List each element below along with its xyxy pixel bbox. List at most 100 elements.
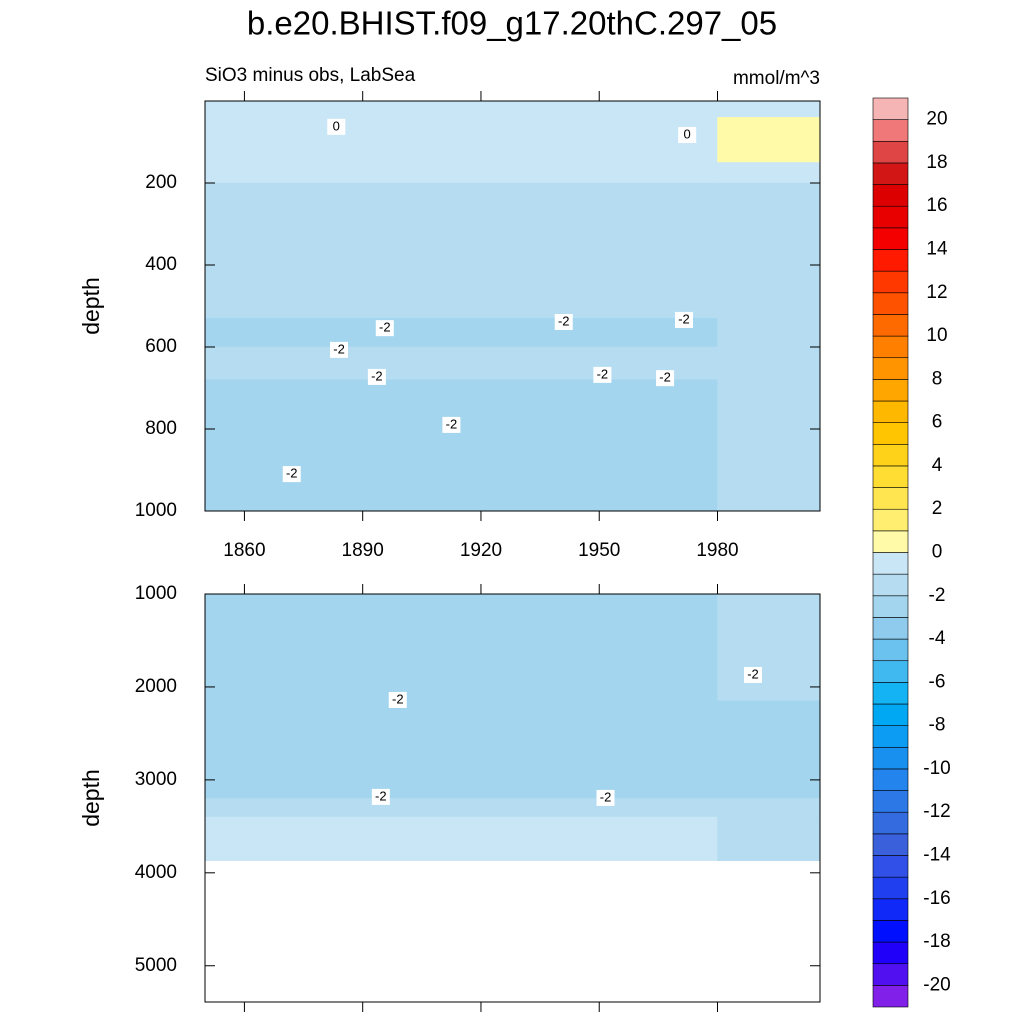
- contour-cell: [717, 700, 821, 799]
- y-tick-label: 800: [145, 418, 177, 439]
- colorbar-box: [872, 768, 909, 791]
- contour-label-box: [442, 416, 461, 433]
- y-axis-label: depth: [78, 277, 104, 335]
- colorbar-box: [872, 443, 909, 467]
- contour-label-box: [330, 341, 349, 358]
- colorbar-box: [872, 682, 909, 705]
- colorbar-label: 4: [932, 455, 943, 476]
- colorbar-box: [872, 898, 909, 921]
- contour-label-box: [554, 313, 573, 330]
- contour-label-box: [596, 789, 615, 806]
- colorbar-box: [872, 746, 909, 770]
- colorbar-label: -14: [923, 845, 951, 866]
- contour-label-box: [674, 311, 693, 328]
- contour-label-box: [743, 666, 762, 683]
- contour-cell: [204, 593, 718, 702]
- contour-cell: [717, 379, 821, 512]
- colorbar-box: [872, 249, 909, 272]
- colorbar-label: -8: [929, 715, 946, 736]
- contour-cell: [717, 162, 821, 184]
- contour-cell: [717, 346, 821, 381]
- contour-label-box: [388, 691, 407, 708]
- colorbar-box: [872, 595, 909, 618]
- x-tick-label: 1950: [578, 540, 620, 561]
- colorbar-label: -18: [923, 931, 950, 952]
- contour-cell: [717, 117, 821, 163]
- y-tick-label: 200: [145, 172, 177, 193]
- y-tick-label: 1000: [135, 500, 177, 521]
- y-tick-label: 3000: [135, 769, 177, 790]
- colorbar-box: [872, 552, 909, 575]
- colorbar-box: [872, 205, 909, 229]
- contour-cell: [717, 593, 821, 702]
- colorbar-label: -4: [929, 628, 946, 649]
- contour-label: -2: [371, 368, 383, 383]
- colorbar-box: [872, 119, 909, 142]
- colorbar-box: [872, 400, 909, 423]
- contour-cell: [204, 117, 718, 163]
- colorbar-box: [872, 985, 909, 1008]
- colorbar-box: [872, 725, 909, 748]
- x-tick-label: 1920: [460, 540, 502, 561]
- x-tick-label: 1890: [342, 540, 384, 561]
- y-tick-label: 5000: [135, 955, 177, 976]
- colorbar-label: 14: [926, 239, 948, 260]
- colorbar-label: 12: [926, 282, 947, 303]
- y-tick-label: 2000: [135, 676, 177, 697]
- units: mmol/m^3: [733, 68, 820, 89]
- contour-label: -2: [558, 313, 570, 328]
- colorbar-label: -10: [923, 758, 950, 779]
- colorbar-box: [872, 227, 909, 250]
- contour-label: 0: [684, 126, 691, 141]
- contour-label: -2: [392, 691, 404, 706]
- contour-cell: [717, 100, 821, 118]
- colorbar-box: [872, 941, 909, 965]
- colorbar-box: [872, 97, 909, 120]
- contour-cell: [204, 816, 718, 861]
- colorbar-box: [872, 855, 909, 878]
- colorbar-label: -20: [923, 974, 950, 995]
- contour-cell: [204, 379, 718, 512]
- contour-cell: [204, 100, 718, 118]
- colorbar-label: -16: [923, 888, 950, 909]
- y-tick-label: 4000: [135, 862, 177, 883]
- contour-label: -2: [659, 370, 671, 385]
- contour-label-box: [282, 466, 301, 483]
- colorbar-box: [872, 811, 909, 835]
- contour-label-box: [367, 368, 386, 385]
- colorbar-label: 20: [926, 109, 947, 130]
- colorbar-box: [872, 573, 909, 597]
- subtitle: SiO3 minus obs, LabSea: [205, 65, 416, 86]
- contour-label: -2: [446, 416, 458, 431]
- colorbar-box: [872, 876, 909, 900]
- colorbar-box: [872, 140, 909, 164]
- colorbar-box: [872, 335, 909, 359]
- x-tick-label: 1980: [696, 540, 738, 561]
- x-tick-label: 1860: [223, 540, 265, 561]
- colorbar-box: [872, 660, 909, 683]
- contour-label-box: [371, 788, 390, 805]
- colorbar-label: -2: [929, 585, 946, 606]
- colorbar-box: [872, 638, 909, 662]
- colorbar-box: [872, 790, 909, 813]
- contour-label: -2: [333, 341, 345, 356]
- colorbar-box: [872, 162, 909, 185]
- colorbar-label: 6: [932, 412, 943, 433]
- contour-label: -2: [678, 311, 690, 326]
- contour-cell: [717, 798, 821, 818]
- colorbar-box: [872, 833, 909, 856]
- y-tick-label: 600: [145, 336, 177, 357]
- colorbar-label: 8: [932, 368, 943, 389]
- colorbar-box: [872, 379, 909, 402]
- plot-frame: [204, 100, 821, 512]
- colorbar-label: 16: [926, 195, 947, 216]
- colorbar-label: 0: [932, 542, 943, 563]
- colorbar-box: [872, 703, 909, 726]
- contour-label-box: [678, 127, 697, 144]
- colorbar-box: [872, 184, 909, 207]
- colorbar-label: 10: [926, 325, 947, 346]
- chart-title: b.e20.BHIST.f09_g17.20thC.297_05: [247, 5, 777, 42]
- colorbar-box: [872, 422, 909, 445]
- colorbar-box: [872, 292, 909, 315]
- contour-label: 0: [333, 118, 340, 133]
